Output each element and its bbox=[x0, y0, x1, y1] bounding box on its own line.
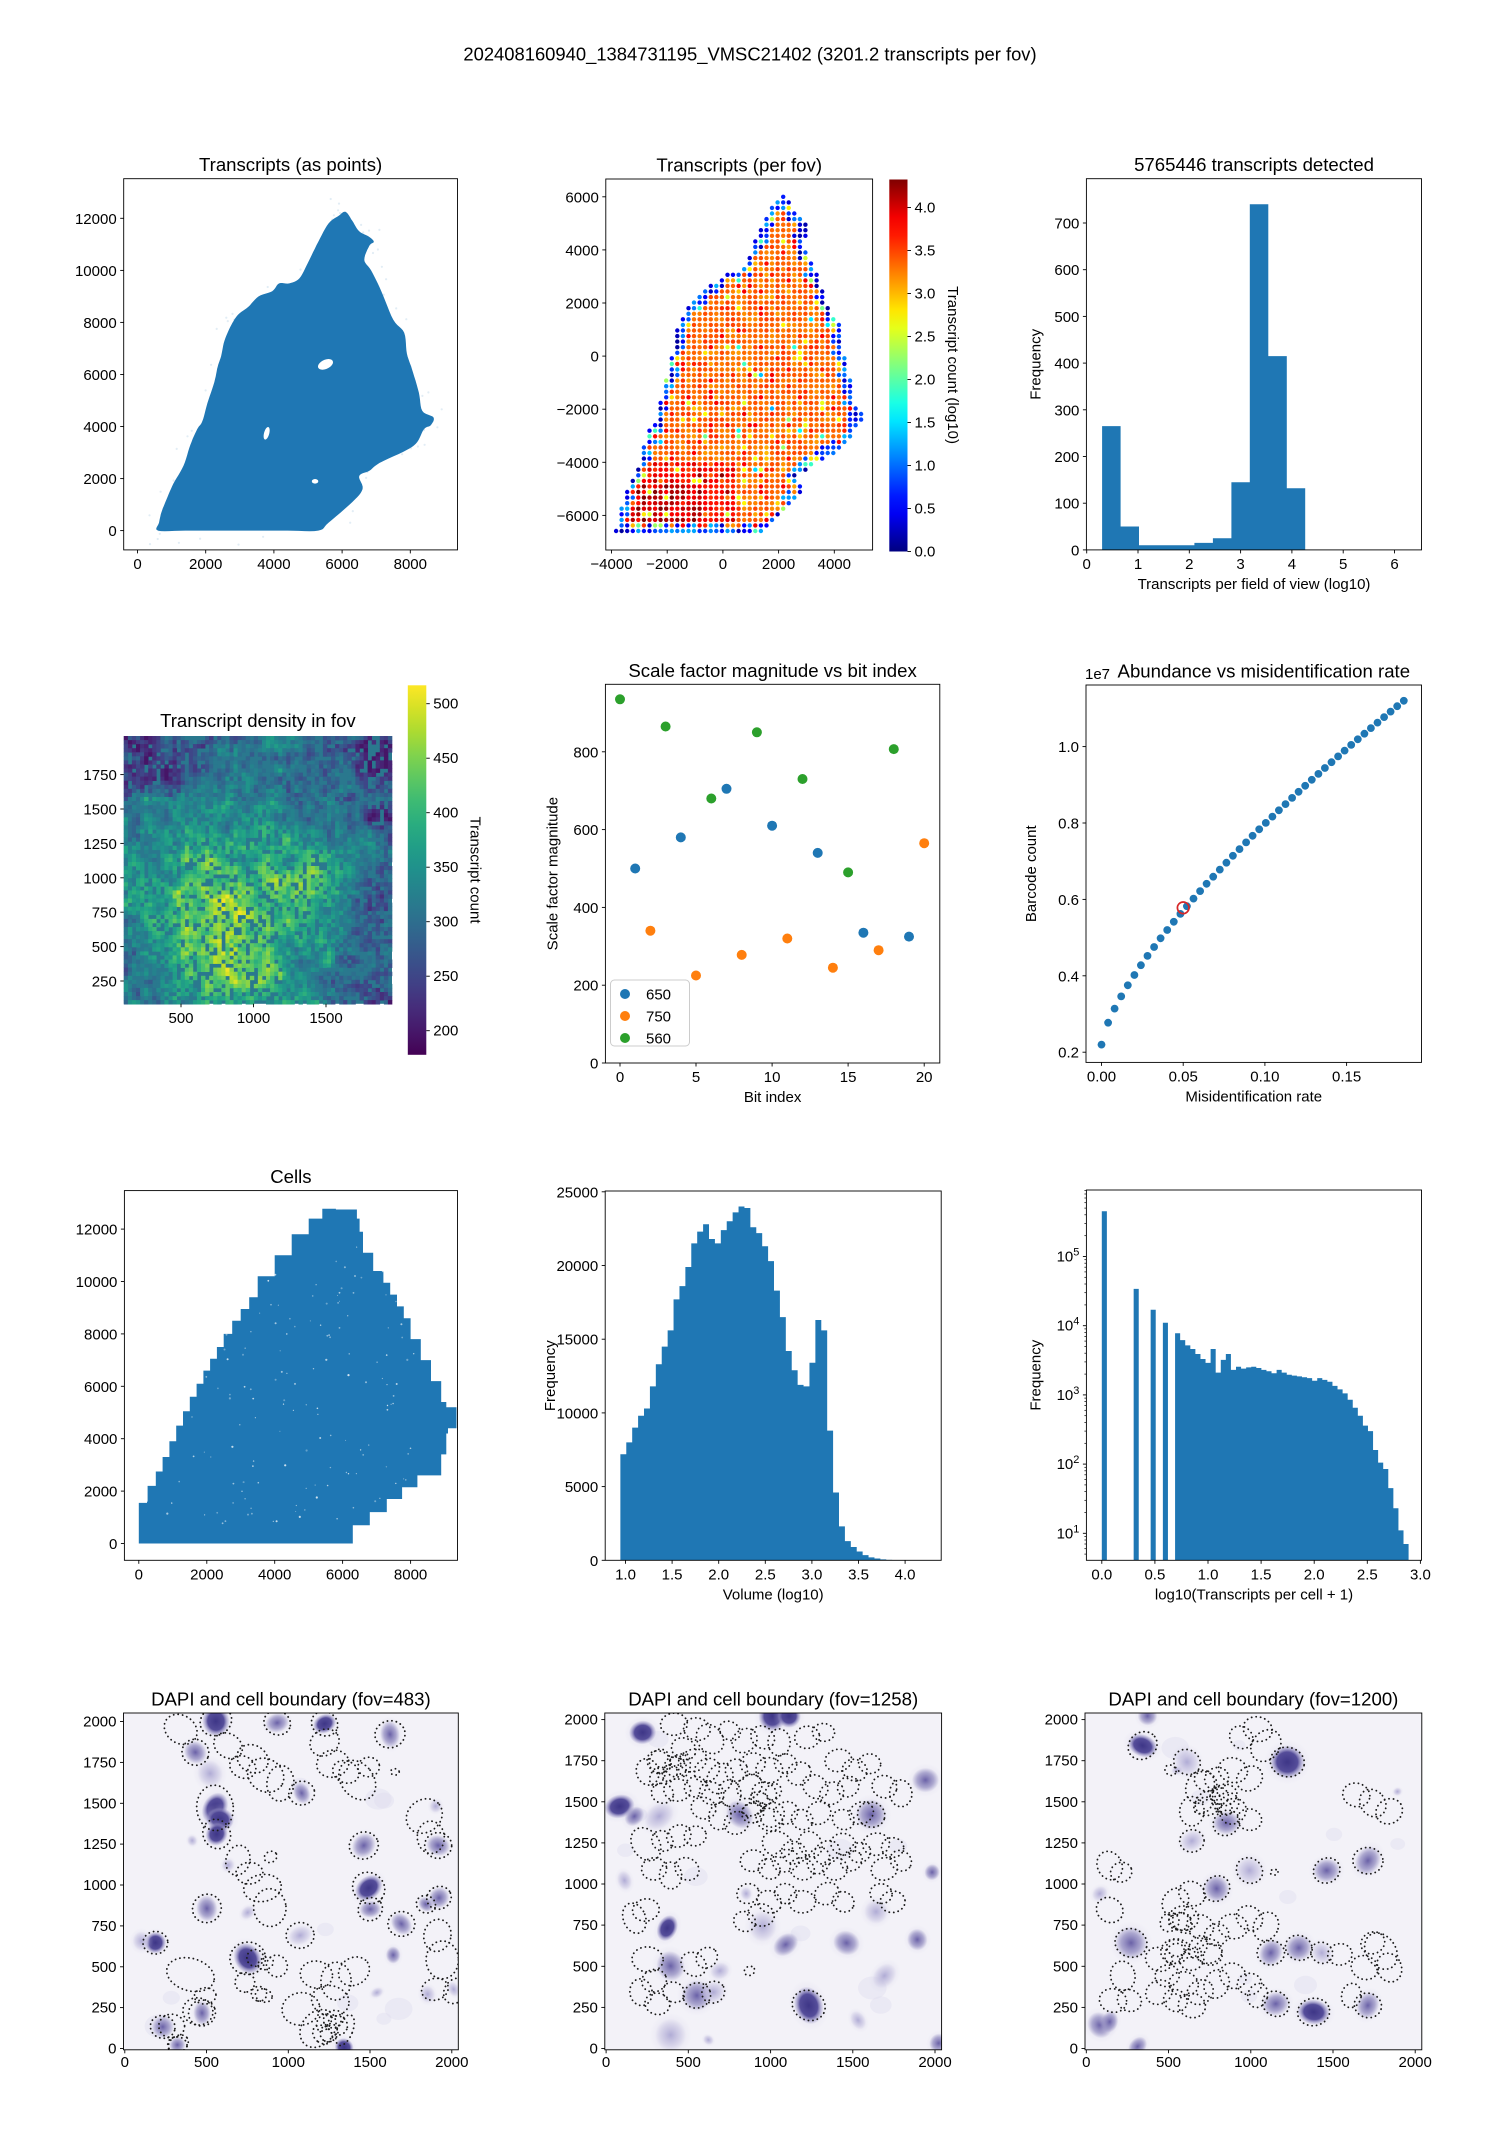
svg-text:400: 400 bbox=[1054, 356, 1079, 373]
svg-text:3.0: 3.0 bbox=[915, 286, 936, 303]
svg-text:6: 6 bbox=[1390, 556, 1398, 573]
svg-text:−4000: −4000 bbox=[557, 455, 599, 472]
svg-text:4000: 4000 bbox=[565, 242, 598, 259]
svg-text:3.5: 3.5 bbox=[915, 243, 936, 260]
svg-text:0.5: 0.5 bbox=[915, 501, 936, 518]
svg-text:500: 500 bbox=[1054, 309, 1079, 326]
svg-text:4000: 4000 bbox=[818, 556, 851, 573]
svg-text:1.5: 1.5 bbox=[915, 415, 936, 432]
svg-text:6000: 6000 bbox=[325, 556, 358, 573]
svg-text:2000: 2000 bbox=[83, 471, 116, 488]
svg-text:5765446 transcripts detected: 5765446 transcripts detected bbox=[1134, 154, 1374, 175]
svg-text:2000: 2000 bbox=[189, 556, 222, 573]
svg-text:Frequency: Frequency bbox=[1027, 328, 1044, 399]
svg-text:Transcripts per field of view: Transcripts per field of view (log10) bbox=[1138, 576, 1371, 593]
svg-text:600: 600 bbox=[1054, 262, 1079, 279]
svg-text:4000: 4000 bbox=[83, 419, 116, 436]
svg-text:−4000: −4000 bbox=[590, 556, 632, 573]
svg-text:3: 3 bbox=[1236, 556, 1244, 573]
svg-text:−2000: −2000 bbox=[557, 402, 599, 419]
svg-text:−6000: −6000 bbox=[557, 508, 599, 525]
svg-text:10000: 10000 bbox=[75, 263, 117, 280]
svg-text:6000: 6000 bbox=[565, 189, 598, 206]
svg-text:−2000: −2000 bbox=[646, 556, 688, 573]
svg-text:4: 4 bbox=[1288, 556, 1296, 573]
svg-text:0: 0 bbox=[133, 556, 141, 573]
svg-text:4.0: 4.0 bbox=[915, 200, 936, 217]
svg-text:1: 1 bbox=[1134, 556, 1142, 573]
svg-text:2000: 2000 bbox=[762, 556, 795, 573]
svg-text:Transcript density in fov: Transcript density in fov bbox=[160, 710, 356, 731]
svg-text:2.0: 2.0 bbox=[915, 372, 936, 389]
svg-text:6000: 6000 bbox=[83, 367, 116, 384]
svg-text:8000: 8000 bbox=[394, 556, 427, 573]
svg-text:0: 0 bbox=[108, 523, 116, 540]
svg-text:0.0: 0.0 bbox=[915, 544, 936, 561]
svg-text:0: 0 bbox=[1083, 556, 1091, 573]
svg-text:Transcripts (per fov): Transcripts (per fov) bbox=[656, 155, 822, 176]
svg-text:0: 0 bbox=[590, 349, 598, 366]
svg-text:0: 0 bbox=[1071, 542, 1079, 559]
svg-text:2.5: 2.5 bbox=[915, 329, 936, 346]
svg-text:5: 5 bbox=[1339, 556, 1347, 573]
svg-text:Transcripts (as points): Transcripts (as points) bbox=[199, 154, 382, 175]
svg-text:202408160940_1384731195_VMSC21: 202408160940_1384731195_VMSC21402 (3201.… bbox=[463, 44, 1036, 66]
svg-text:200: 200 bbox=[1054, 449, 1079, 466]
svg-text:Transcript count (log10): Transcript count (log10) bbox=[944, 286, 961, 444]
svg-text:700: 700 bbox=[1054, 216, 1079, 233]
svg-text:2: 2 bbox=[1185, 556, 1193, 573]
svg-text:0: 0 bbox=[719, 556, 727, 573]
svg-text:12000: 12000 bbox=[75, 211, 117, 228]
svg-text:1.0: 1.0 bbox=[915, 458, 936, 475]
svg-text:2000: 2000 bbox=[565, 296, 598, 313]
svg-text:4000: 4000 bbox=[257, 556, 290, 573]
svg-text:8000: 8000 bbox=[83, 315, 116, 332]
svg-text:100: 100 bbox=[1054, 496, 1079, 513]
svg-text:300: 300 bbox=[1054, 402, 1079, 419]
